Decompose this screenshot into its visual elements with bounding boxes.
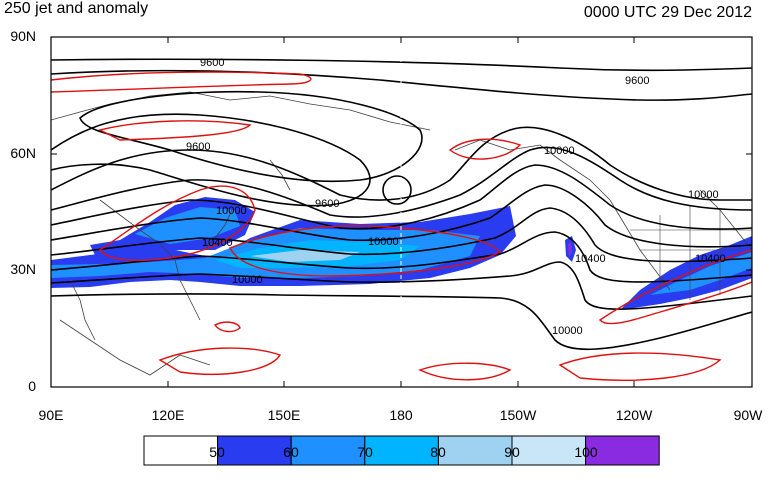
lat-label-30n: 30N: [10, 261, 36, 277]
contour-label-layer: 9600 9600 9600 9600 10000 10000 10000 10…: [186, 57, 726, 337]
colorbar-label-50: 50: [209, 444, 225, 460]
contour-line-7: [51, 164, 752, 230]
anomaly-line-1: [51, 71, 312, 93]
anomaly-line-9: [558, 352, 722, 381]
coast-indochina: [69, 279, 96, 341]
anomaly-line-5: [229, 225, 502, 277]
colorbar-label-60: 60: [283, 444, 299, 460]
valid-time: 0000 UTC 29 Dec 2012: [583, 4, 752, 21]
jet-core-east: [650, 252, 752, 295]
chart-title: 250 jet and anomaly: [4, 0, 149, 17]
colorbar-swatch-6: [585, 435, 660, 466]
contour-line-6: [51, 146, 752, 218]
contour-label-3: 9600: [186, 141, 210, 153]
lat-label-90n: 90N: [10, 28, 36, 44]
anomaly-line-3: [448, 138, 522, 160]
height-contours: [51, 58, 752, 351]
contour-line-10: [51, 231, 752, 283]
contour-label-1: 9600: [200, 57, 224, 69]
contour-line-4: [51, 113, 371, 207]
contour-line-12: [51, 293, 752, 351]
contour-line-1: [51, 58, 752, 72]
contour-label-8: 10000: [368, 236, 399, 248]
colorbar-swatch-0: [143, 435, 219, 466]
contour-label-6: 10000: [688, 189, 719, 201]
contour-low-center: [382, 175, 412, 205]
colorbar-swatch-4: [437, 435, 513, 466]
anomaly-line-6: [598, 249, 752, 325]
contour-label-10: 10400: [202, 237, 233, 249]
coastlines: [51, 91, 752, 376]
coast-japan: [204, 209, 233, 251]
lon-label-120w: 120W: [615, 407, 653, 423]
contour-line-11: [51, 261, 752, 310]
contour-line-2: [51, 69, 752, 101]
coast-na-west: [559, 159, 671, 291]
lon-label-90w: 90W: [733, 407, 763, 423]
contour-label-9: 10000: [232, 274, 263, 286]
colorbar-label-90: 90: [504, 444, 520, 460]
colorbar-label-100: 100: [574, 444, 598, 460]
contour-line-8: [51, 184, 752, 248]
coast-alaska: [454, 139, 561, 161]
contour-label-4: 9600: [315, 198, 339, 210]
contour-label-7: 10000: [216, 205, 247, 217]
colorbar: [143, 435, 660, 466]
map-area: 9600 9600 9600 9600 10000 10000 10000 10…: [51, 37, 752, 387]
contour-line-5: [51, 126, 752, 201]
anomaly-line-2: [97, 120, 252, 141]
colorbar-swatch-3: [364, 435, 439, 466]
contour-label-2: 9600: [625, 75, 649, 87]
lon-label-150e: 150E: [267, 407, 301, 423]
country-borders: [630, 205, 752, 300]
lon-label-120e: 120E: [151, 407, 185, 423]
jet-blob-2: [568, 242, 572, 256]
coast-asia-east: [99, 199, 201, 321]
lon-label-150w: 150W: [499, 407, 537, 423]
contour-label-12: 10400: [695, 253, 726, 265]
contour-line-3: [79, 90, 423, 183]
contour-line-9: [51, 207, 752, 263]
lat-label-60n: 60N: [10, 145, 36, 161]
anomaly-line-4: [98, 185, 256, 262]
coast-maritime: [59, 319, 211, 376]
jet-core-north-mid: [135, 207, 240, 244]
lat-label-0: 0: [28, 378, 36, 394]
colorbar-label-70: 70: [357, 444, 373, 460]
lon-label-90e: 90E: [38, 407, 64, 423]
contour-label-11: 10400: [575, 253, 606, 265]
colorbar-swatch-1: [217, 435, 292, 466]
anomaly-line-10: [213, 321, 241, 333]
coast-siberia: [51, 91, 431, 131]
colorbar-swatch-2: [290, 435, 366, 466]
colorbar-label-80: 80: [430, 444, 446, 460]
contour-label-5: 10000: [544, 145, 575, 157]
contour-label-13: 10000: [552, 325, 583, 337]
jet-band-east: [620, 236, 752, 310]
tick-marks: [50, 36, 752, 388]
anomaly-contours: [51, 71, 752, 381]
colorbar-swatch-5: [511, 435, 587, 466]
anomaly-line-7: [158, 347, 282, 375]
anomaly-line-8: [418, 362, 512, 381]
lon-label-180: 180: [389, 407, 413, 423]
